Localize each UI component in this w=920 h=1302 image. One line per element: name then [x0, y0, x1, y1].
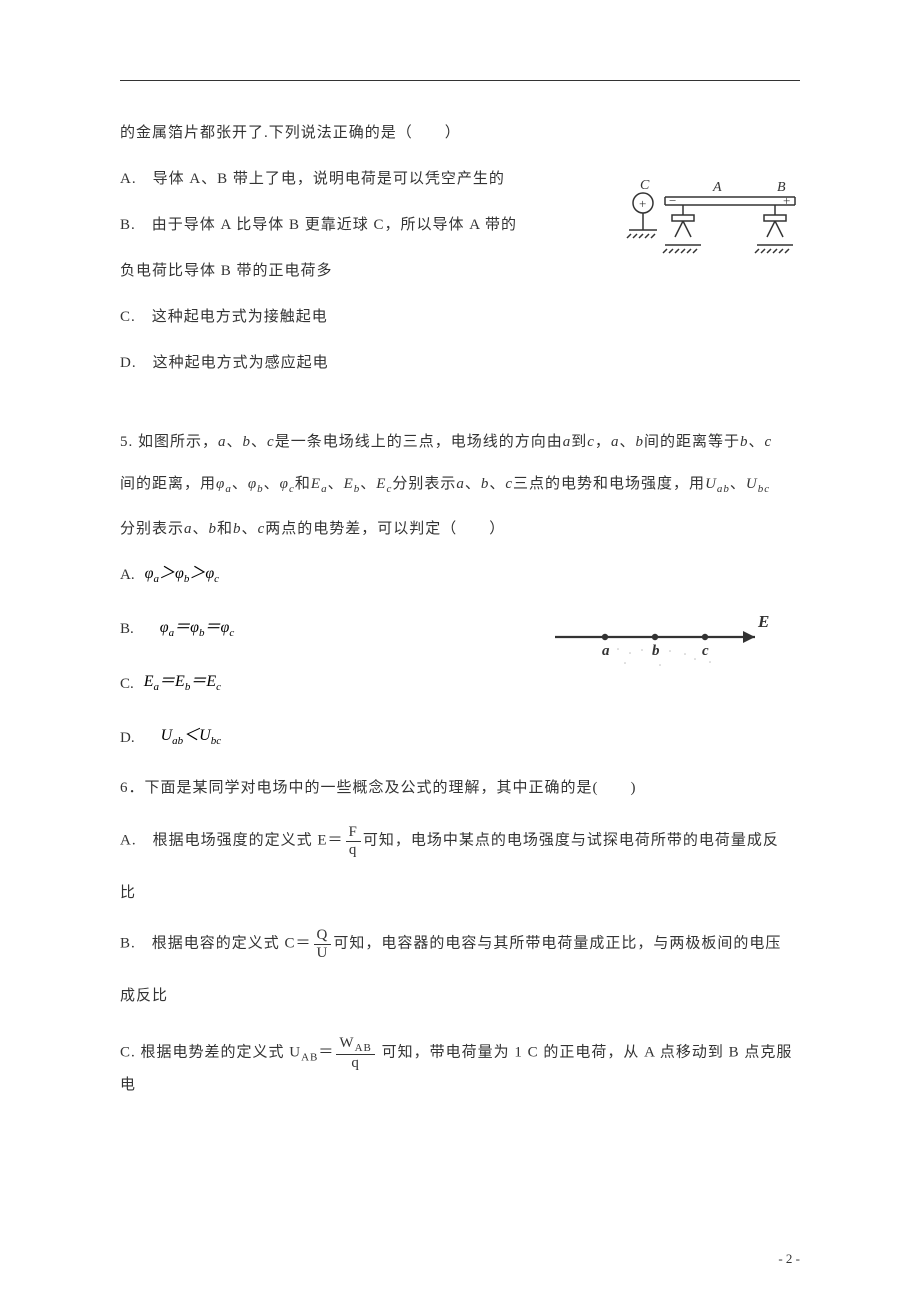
q6-a-pre: A. 根据电场强度的定义式 E＝: [120, 833, 344, 849]
q6-b-post: 可知，电容器的电容与其所带电荷量成正比，与两极板间的电压: [333, 936, 781, 952]
q6-a-den: q: [346, 842, 361, 859]
q5-va3: a: [611, 434, 620, 450]
q5-Eb: Eb: [344, 476, 361, 492]
q5-fig-b: b: [652, 643, 660, 659]
q5-vb5: b: [209, 521, 218, 537]
q6-c-num-t: W: [339, 1035, 354, 1051]
q5-va5: a: [184, 521, 193, 537]
q6-c-eq: ＝: [318, 1045, 334, 1061]
q5-fig-a: a: [602, 643, 610, 659]
q6-opt-c-line1: C. 根据电势差的定义式 UAB＝WABq 可知，带电荷量为 1 C 的正电荷，…: [120, 1035, 800, 1099]
top-rule: [120, 80, 800, 81]
q5-opt-b-label: B.: [120, 621, 134, 638]
q6-opt-b-line1: B. 根据电容的定义式 C＝QU可知，电容器的电容与其所带电荷量成正比，与两极板…: [120, 927, 800, 961]
q5-t3: 间的距离等于: [644, 434, 740, 450]
q6-c-pre: C. 根据电势差的定义式 U: [120, 1045, 301, 1061]
q6-opt-a-line1: A. 根据电场强度的定义式 E＝Fq可知，电场中某点的电场强度与试探电荷所带的电…: [120, 824, 800, 858]
q6-b-frac: QU: [314, 927, 332, 961]
q5-opt-c: C. Ea＝Eb＝Ec: [120, 667, 800, 693]
q6-c-num: WAB: [336, 1035, 374, 1055]
q4-fig-label-c: C: [640, 178, 650, 193]
q5-va1: a: [218, 434, 227, 450]
q5-figure: a b c E: [550, 615, 775, 670]
q5-opt-a-expr: φa＞φb＞φc: [145, 559, 219, 585]
q5-opt-d-label: D.: [120, 730, 135, 747]
q5-Ec: Ec: [376, 476, 392, 492]
q6-b-num: Q: [314, 927, 332, 945]
q5-vb6: b: [233, 521, 242, 537]
q4-stem: 的金属箔片都张开了.下列说法正确的是（ ）: [120, 121, 800, 145]
q6-c-frac: WABq: [336, 1035, 374, 1072]
q5-stem-line1: 5. 如图所示，a、b、c是一条电场线上的三点，电场线的方向由a到c，a、b间的…: [120, 430, 800, 454]
q6-c-sub: AB: [301, 1052, 318, 1064]
q5-vb3: b: [740, 434, 749, 450]
q5-opt-c-label: C.: [120, 676, 134, 693]
q4-opt-b-line2: 负电荷比导体 B 带的正电荷多: [120, 259, 800, 283]
q6-a-frac: Fq: [346, 824, 361, 858]
q4-fig-plus2: +: [783, 193, 790, 208]
q5-Uab: Uab: [705, 476, 730, 492]
q5-t5: 分别表示: [392, 476, 456, 492]
q5-va4: a: [456, 476, 465, 492]
q4-figure: C + A B − +: [625, 175, 815, 260]
q5-phic: φc: [280, 476, 295, 492]
q5-stem-line2: 间的距离，用φa、φb、φc和Ea、Eb、Ec分别表示a、b、c三点的电势和电场…: [120, 472, 800, 499]
q4-fig-plus: +: [639, 196, 646, 211]
q6-block: 6．下面是某同学对电场中的一些概念及公式的理解，其中正确的是( ) A. 根据电…: [120, 775, 800, 1099]
page-number: - 2 -: [778, 1251, 800, 1267]
q6-c-den: q: [336, 1055, 374, 1072]
q5-phia: φa: [216, 476, 232, 492]
q4-opt-c: C. 这种起电方式为接触起电: [120, 305, 800, 329]
q5-vb1: b: [243, 434, 252, 450]
q5-t7: 分别表示: [120, 521, 184, 537]
q5-vc4: c: [505, 476, 513, 492]
q6-c-num-s: AB: [355, 1042, 372, 1054]
q5-opt-b-expr: φa＝φb＝φc: [144, 613, 234, 639]
q5-vc3: c: [764, 434, 772, 450]
q5-stem-line3: 分别表示a、b和b、c两点的电势差，可以判定（ ）: [120, 517, 800, 541]
q5-t2: 是一条电场线上的三点，电场线的方向由: [275, 434, 563, 450]
q5-va2: a: [563, 434, 572, 450]
q4-opt-d: D. 这种起电方式为感应起电: [120, 351, 800, 375]
q6-stem: 6．下面是某同学对电场中的一些概念及公式的理解，其中正确的是( ): [120, 775, 800, 802]
q6-opt-a-line2: 比: [120, 880, 800, 907]
q5-t6: 三点的电势和电场强度，用: [513, 476, 705, 492]
q5-fig-c: c: [702, 643, 709, 659]
q6-opt-b-line2: 成反比: [120, 983, 800, 1010]
q5-Ea: Ea: [311, 476, 328, 492]
q5-fig-e: E: [757, 615, 769, 631]
q6-b-pre: B. 根据电容的定义式 C＝: [120, 936, 312, 952]
q5-opt-d-expr: Uab＜Ubc: [145, 721, 222, 747]
q5-t4: 间的距离，用: [120, 476, 216, 492]
q5-t1: 5. 如图所示，: [120, 434, 218, 450]
q5-block: 5. 如图所示，a、b、c是一条电场线上的三点，电场线的方向由a到c，a、b间的…: [120, 430, 800, 747]
q5-opt-a-label: A.: [120, 567, 135, 584]
q6-b-den: U: [314, 945, 332, 962]
q5-vc2: c: [587, 434, 595, 450]
q6-a-num: F: [346, 824, 361, 842]
q5-vb2: b: [635, 434, 644, 450]
q5-vc1: c: [267, 434, 275, 450]
q5-opt-c-expr: Ea＝Eb＝Ec: [144, 667, 221, 693]
q5-opt-a: A. φa＞φb＞φc: [120, 559, 800, 585]
q5-Ubc: Ubc: [746, 476, 770, 492]
q6-a-post: 可知，电场中某点的电场强度与试探电荷所带的电荷量成反: [363, 833, 779, 849]
q5-vb4: b: [481, 476, 490, 492]
q4-fig-label-a: A: [712, 180, 722, 195]
q5-opt-d: D. Uab＜Ubc: [120, 721, 800, 747]
q5-phib: φb: [248, 476, 264, 492]
q4-fig-minus: −: [669, 193, 676, 208]
q5-t8: 两点的电势差，可以判定（ ）: [265, 521, 505, 537]
